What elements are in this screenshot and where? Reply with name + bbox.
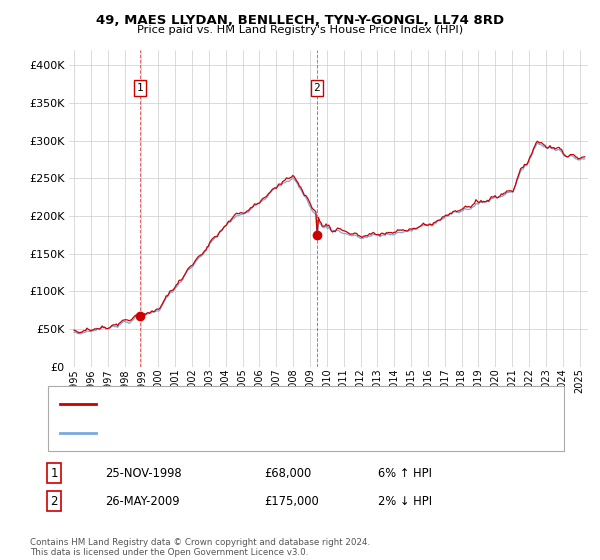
Text: 26-MAY-2009: 26-MAY-2009: [105, 494, 179, 508]
Text: 49, MAES LLYDAN, BENLLECH, TYN-Y-GONGL, LL74 8RD (detached house): 49, MAES LLYDAN, BENLLECH, TYN-Y-GONGL, …: [105, 399, 485, 409]
Text: 2: 2: [313, 83, 320, 93]
Text: 49, MAES LLYDAN, BENLLECH, TYN-Y-GONGL, LL74 8RD: 49, MAES LLYDAN, BENLLECH, TYN-Y-GONGL, …: [96, 14, 504, 27]
Text: 6% ↑ HPI: 6% ↑ HPI: [378, 466, 432, 480]
Text: 25-NOV-1998: 25-NOV-1998: [105, 466, 182, 480]
Text: Price paid vs. HM Land Registry's House Price Index (HPI): Price paid vs. HM Land Registry's House …: [137, 25, 463, 35]
Text: 2: 2: [50, 494, 58, 508]
Text: 1: 1: [50, 466, 58, 480]
Text: Contains HM Land Registry data © Crown copyright and database right 2024.
This d: Contains HM Land Registry data © Crown c…: [30, 538, 370, 557]
Text: 1: 1: [136, 83, 143, 93]
Text: £68,000: £68,000: [264, 466, 311, 480]
Text: 2% ↓ HPI: 2% ↓ HPI: [378, 494, 432, 508]
Text: £175,000: £175,000: [264, 494, 319, 508]
Text: HPI: Average price, detached house, Isle of Anglesey: HPI: Average price, detached house, Isle…: [105, 428, 380, 438]
